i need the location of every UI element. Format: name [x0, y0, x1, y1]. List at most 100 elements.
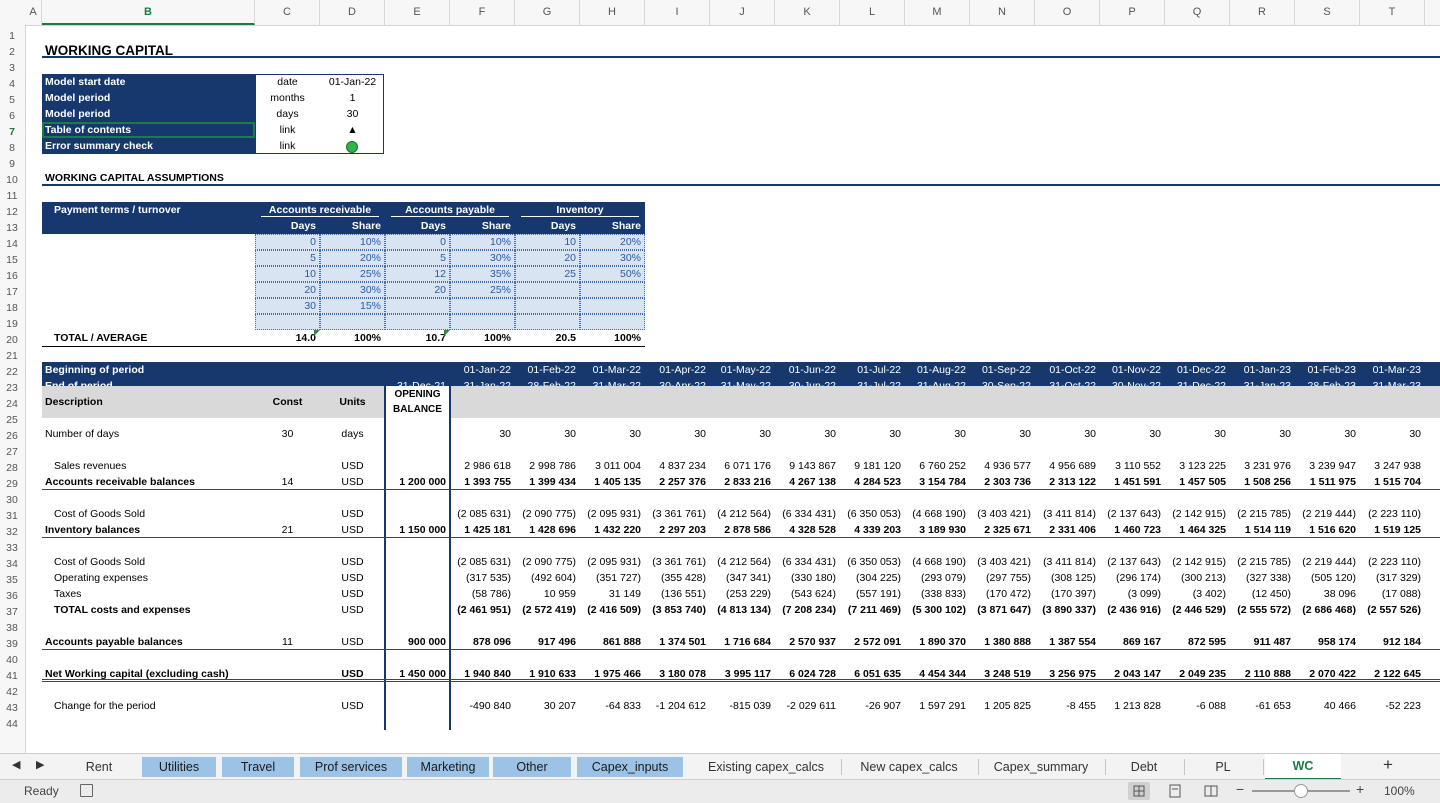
calc-row-value[interactable]: 917 496: [515, 634, 576, 650]
calc-row-value[interactable]: 2 297 203: [645, 522, 706, 538]
calc-row-value[interactable]: (330 180): [775, 570, 836, 586]
input-cell-value[interactable]: 15%: [320, 298, 381, 314]
calc-row-value[interactable]: 1 399 434: [515, 474, 576, 490]
calc-row-value[interactable]: (2 436 916): [1100, 602, 1161, 618]
calc-row-value[interactable]: (3 099): [1100, 586, 1161, 602]
calc-row-opening[interactable]: 1 200 000: [385, 474, 446, 490]
calc-row-value[interactable]: (2 142 915): [1165, 506, 1226, 522]
calc-row-value[interactable]: 9 181 120: [840, 458, 901, 474]
calc-row-value[interactable]: 40 466: [1295, 698, 1356, 714]
page-break-view-icon[interactable]: [1200, 782, 1222, 800]
calc-row-value[interactable]: (3 871 647): [970, 602, 1031, 618]
column-header-F[interactable]: F: [450, 0, 515, 25]
row-header-1[interactable]: 1: [0, 28, 24, 44]
calc-row-const[interactable]: 21: [255, 522, 320, 538]
scroll-left-icon[interactable]: ◀: [12, 758, 20, 771]
period-begin-date[interactable]: 01-Aug-22: [905, 362, 966, 378]
calc-row-value[interactable]: 1 428 696: [515, 522, 576, 538]
calc-row-value[interactable]: 1 597 291: [905, 698, 966, 714]
calc-row-value[interactable]: 6 760 252: [905, 458, 966, 474]
calc-row-value[interactable]: 1 460 723: [1100, 522, 1161, 538]
model-unit[interactable]: link: [255, 122, 320, 138]
model-unit[interactable]: link: [255, 138, 320, 154]
input-cell-value[interactable]: 30: [255, 298, 316, 314]
column-header-Q[interactable]: Q: [1165, 0, 1230, 25]
total-average-value[interactable]: 10.7: [385, 330, 446, 346]
calc-row-units[interactable]: USD: [320, 634, 385, 650]
calc-row-value[interactable]: (3 411 814): [1035, 506, 1096, 522]
calc-row-value[interactable]: 1 451 591: [1100, 474, 1161, 490]
calc-row-label[interactable]: Change for the period: [54, 698, 156, 714]
row-header-17[interactable]: 17: [0, 284, 24, 300]
column-header-E[interactable]: E: [385, 0, 450, 25]
calc-row-value[interactable]: -61 653: [1230, 698, 1291, 714]
sheet-tab[interactable]: WC: [1265, 754, 1341, 780]
input-cell-value[interactable]: [450, 298, 511, 314]
calc-row-value[interactable]: 1 716 684: [710, 634, 771, 650]
calc-row-value[interactable]: 1 425 181: [450, 522, 511, 538]
calc-row-value[interactable]: (6 334 431): [775, 554, 836, 570]
sheet-tab[interactable]: Existing capex_calcs: [693, 757, 839, 777]
calc-row-value[interactable]: (58 786): [450, 586, 511, 602]
row-header-12[interactable]: 12: [0, 204, 24, 220]
column-header-J[interactable]: J: [710, 0, 775, 25]
input-cell-value[interactable]: 25: [515, 266, 576, 282]
calc-row-value[interactable]: (4 813 134): [710, 602, 771, 618]
calc-row-value[interactable]: 2 833 216: [710, 474, 771, 490]
calc-row-value[interactable]: (2 085 631): [450, 554, 511, 570]
row-header-32[interactable]: 32: [0, 524, 24, 540]
calc-row-value[interactable]: (296 174): [1100, 570, 1161, 586]
column-header-O[interactable]: O: [1035, 0, 1100, 25]
calc-row-value[interactable]: 1 393 755: [450, 474, 511, 490]
calc-row-value[interactable]: (543 624): [775, 586, 836, 602]
input-cell-value[interactable]: [385, 314, 446, 330]
input-cell-value[interactable]: [515, 314, 576, 330]
calc-row-value[interactable]: 4 956 689: [1035, 458, 1096, 474]
input-cell-value[interactable]: 10: [255, 266, 316, 282]
days-header[interactable]: Days: [255, 218, 316, 234]
calc-row-label[interactable]: Inventory balances: [45, 522, 140, 538]
row-header-24[interactable]: 24: [0, 396, 24, 412]
calc-row-value[interactable]: (3 853 740): [645, 602, 706, 618]
calc-row-value[interactable]: 2 313 122: [1035, 474, 1096, 490]
row-header-44[interactable]: 44: [0, 716, 24, 732]
period-begin-label[interactable]: Beginning of period: [45, 362, 144, 378]
calc-row-label[interactable]: Cost of Goods Sold: [54, 506, 145, 522]
row-header-7[interactable]: 7: [0, 124, 24, 140]
input-cell-value[interactable]: 0: [255, 234, 316, 250]
calc-row-value[interactable]: (557 191): [840, 586, 901, 602]
calc-row-value[interactable]: (6 334 431): [775, 506, 836, 522]
sheet-tab[interactable]: Prof services: [300, 757, 402, 777]
calc-row-value[interactable]: (308 125): [1035, 570, 1096, 586]
row-header-18[interactable]: 18: [0, 300, 24, 316]
row-header-16[interactable]: 16: [0, 268, 24, 284]
column-header-R[interactable]: R: [1230, 0, 1295, 25]
calc-row-value[interactable]: 4 328 528: [775, 522, 836, 538]
row-header-35[interactable]: 35: [0, 572, 24, 588]
input-cell-value[interactable]: 5: [255, 250, 316, 266]
period-begin-date[interactable]: 01-Nov-22: [1100, 362, 1161, 378]
calc-row-value[interactable]: (7 208 234): [775, 602, 836, 618]
calc-row-value[interactable]: (304 225): [840, 570, 901, 586]
calc-row-value[interactable]: (3 402): [1165, 586, 1226, 602]
calc-const-header[interactable]: Const: [255, 394, 320, 410]
row-header-29[interactable]: 29: [0, 476, 24, 492]
calc-row-value[interactable]: (2 215 785): [1230, 506, 1291, 522]
calc-row-value[interactable]: 3 231 976: [1230, 458, 1291, 474]
calc-row-value[interactable]: 1 432 220: [580, 522, 641, 538]
macro-record-icon[interactable]: [80, 784, 93, 797]
calc-row-value[interactable]: (4 668 190): [905, 506, 966, 522]
check-ok-icon[interactable]: [346, 141, 358, 153]
input-cell-value[interactable]: 10%: [320, 234, 381, 250]
calc-row-label[interactable]: Operating expenses: [54, 570, 148, 586]
period-begin-date[interactable]: 01-Jun-22: [775, 362, 836, 378]
calc-row-value[interactable]: (338 833): [905, 586, 966, 602]
column-header-B[interactable]: B: [42, 0, 255, 25]
calc-row-value[interactable]: 1 464 325: [1165, 522, 1226, 538]
row-header-25[interactable]: 25: [0, 412, 24, 428]
calc-row-value[interactable]: 1 374 501: [645, 634, 706, 650]
calc-row-value[interactable]: (170 397): [1035, 586, 1096, 602]
calc-row-value[interactable]: (347 341): [710, 570, 771, 586]
calc-row-value[interactable]: (2 686 468): [1295, 602, 1356, 618]
calc-row-value[interactable]: 30: [710, 426, 771, 442]
